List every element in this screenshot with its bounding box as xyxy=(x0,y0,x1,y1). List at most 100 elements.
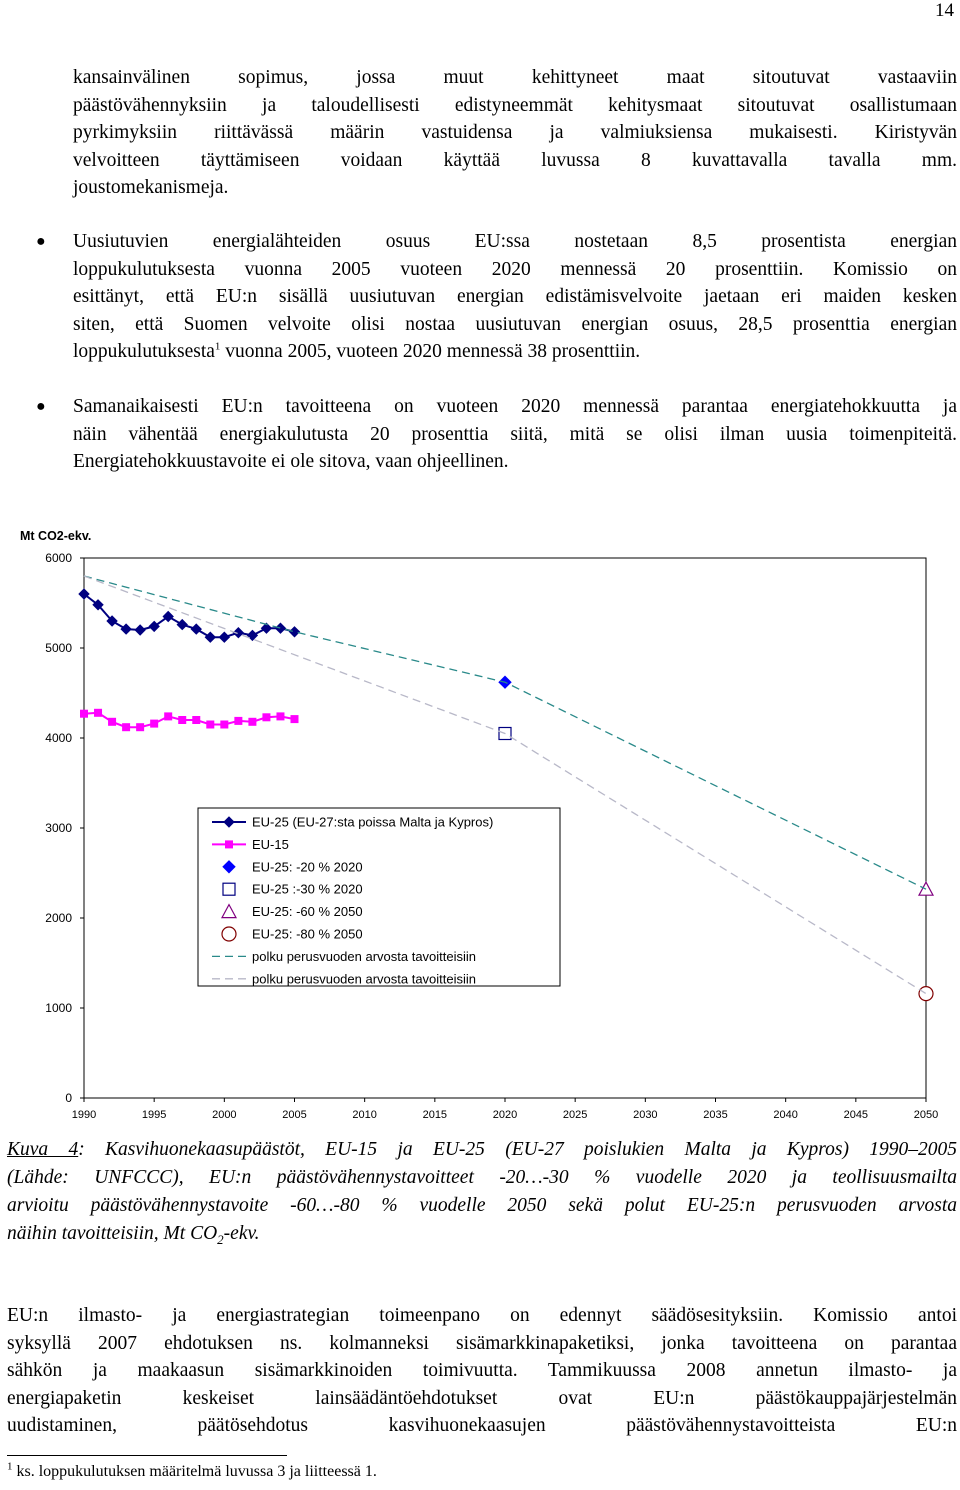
data-point xyxy=(248,717,257,726)
data-point xyxy=(206,720,215,729)
data-point xyxy=(246,629,259,642)
y-tick-label: 1000 xyxy=(45,1001,72,1015)
x-tick-label: 2015 xyxy=(423,1109,447,1121)
data-point xyxy=(162,610,174,623)
data-point xyxy=(148,620,160,633)
data-point xyxy=(106,615,118,627)
caption-text: : Kasvihuonekaasupäästöt, EU-15 ja EU-25… xyxy=(78,1139,957,1160)
bullet-line: näin vähentää energiakulutusta 20 prosen… xyxy=(73,423,957,445)
x-tick-label: 2035 xyxy=(703,1109,727,1121)
data-point xyxy=(276,712,285,721)
bullet-marker: ● xyxy=(36,233,46,250)
caption-line: arvioitu päästövähennystavoite -60…-80 %… xyxy=(7,1195,957,1216)
bullet-line: Uusiutuvien energialähteiden osuus EU:ss… xyxy=(73,231,957,252)
x-tick-label: 2010 xyxy=(352,1109,376,1121)
data-point xyxy=(290,715,299,724)
intro-line: velvoitteen täyttämiseen voidaan käyttää… xyxy=(73,149,957,171)
legend-swatch-marker xyxy=(223,816,235,828)
data-point xyxy=(204,631,217,643)
data-point xyxy=(190,623,202,635)
intro-line: pyrkimyksiin riittävässä määrin vastuide… xyxy=(73,122,957,144)
x-tick-label: 2025 xyxy=(563,1109,587,1121)
x-tick-label: 1995 xyxy=(142,1109,166,1121)
legend-swatch-marker xyxy=(222,860,236,874)
y-axis-title: Mt CO2-ekv. xyxy=(20,529,91,543)
data-point xyxy=(234,716,243,725)
x-tick-label: 2000 xyxy=(212,1109,236,1121)
x-tick-label: 2005 xyxy=(282,1109,306,1121)
data-point xyxy=(232,626,245,639)
data-point xyxy=(262,713,271,722)
legend-swatch-marker xyxy=(221,926,237,942)
bullet-text: loppukulutuksesta xyxy=(73,341,215,363)
data-point xyxy=(108,717,117,726)
caption-text: näihin tavoitteisiin, Mt CO xyxy=(7,1223,218,1244)
bullet-line: loppukulutuksesta1 vuonna 2005, vuoteen … xyxy=(73,338,957,366)
legend-label: EU-25: -60 % 2050 xyxy=(252,904,363,919)
bullet-line: loppukulutuksesta vuonna 2005 vuoteen 20… xyxy=(73,258,957,280)
data-point xyxy=(918,986,934,1002)
bullet-efficiency: Samanaikaisesti EU:n tavoitteena on vuot… xyxy=(73,393,957,476)
bullet-line: Samanaikaisesti EU:n tavoitteena on vuot… xyxy=(73,396,957,417)
figure-label: Kuva 4 xyxy=(7,1139,79,1160)
bullet-line: Energiatehokkuustavoite ei ole sitova, v… xyxy=(73,451,509,473)
caption-subscript: 2 xyxy=(217,1231,224,1247)
bullet-renewables: Uusiutuvien energialähteiden osuus EU:ss… xyxy=(73,228,957,366)
footnote-mark: 1 xyxy=(7,1460,13,1473)
data-point xyxy=(176,618,188,631)
body-paragraph: EU:n ilmasto- ja energiastrategian toime… xyxy=(7,1302,957,1440)
legend-label: EU-25 :-30 % 2020 xyxy=(252,882,363,897)
x-tick-label: 2020 xyxy=(493,1109,517,1121)
chart-svg: Mt CO2-ekv. 0 1000 2000 3000 4000 5000 6000 1990… xyxy=(20,529,938,1121)
data-point xyxy=(178,716,187,724)
data-point xyxy=(274,622,287,634)
x-tick-label: 2030 xyxy=(633,1109,657,1121)
x-tick-label: 2040 xyxy=(773,1109,797,1121)
x-tick-label: 1990 xyxy=(72,1109,96,1121)
legend-label: EU-25: -80 % 2050 xyxy=(252,927,363,942)
data-point xyxy=(94,708,103,717)
body-line: syksyllä 2007 ehdotuksen ns. kolmanneksi… xyxy=(7,1332,957,1354)
body-line: sähkön ja maakaasun sisämarkkinoiden toi… xyxy=(7,1360,957,1382)
series-path-line xyxy=(83,575,927,890)
legend-swatch-marker xyxy=(220,903,238,919)
data-point xyxy=(192,716,201,724)
y-tick-label: 2000 xyxy=(45,911,72,925)
data-point xyxy=(218,631,231,643)
data-point xyxy=(78,588,90,600)
intro-paragraph: kansainvälinen sopimus, jossa muut kehit… xyxy=(73,64,957,202)
caption-line: Kuva 4: Kasvihuonekaasupäästöt, EU-15 ja… xyxy=(7,1136,957,1164)
bullet-line: esittänyt, että EU:n sisällä uusiutuvan … xyxy=(73,286,957,308)
series-path-line xyxy=(83,575,927,995)
data-point xyxy=(92,599,104,611)
data-point xyxy=(120,623,132,635)
y-tick-label: 4000 xyxy=(45,731,72,745)
bullet-text: vuonna 2005, vuoteen 2020 mennessä 38 pr… xyxy=(220,341,641,363)
data-point xyxy=(80,709,88,718)
page-number: 14 xyxy=(935,0,954,21)
legend-box xyxy=(197,807,561,987)
x-tick-label: 2050 xyxy=(914,1109,938,1121)
footnote-text: ks. loppukulutuksen määritelmä luvussa 3… xyxy=(12,1463,377,1480)
intro-line: joustomekanismeja. xyxy=(73,177,229,199)
y-tick-label: 0 xyxy=(65,1091,72,1105)
legend-label: EU-25: -20 % 2020 xyxy=(252,859,363,874)
data-point xyxy=(260,622,273,634)
caption-line: (Lähde: UNFCCC), EU:n päästövähennystavo… xyxy=(7,1167,957,1188)
series-line xyxy=(83,593,295,639)
legend-label: EU-15 xyxy=(252,837,289,852)
caption-line: näihin tavoitteisiin, Mt CO2-ekv. xyxy=(7,1220,957,1248)
body-line: EU:n ilmasto- ja energiastrategian toime… xyxy=(7,1305,957,1326)
intro-line: päästövähennyksiin ja taloudellisesti ed… xyxy=(73,94,957,116)
intro-line: kansainvälinen sopimus, jossa muut kehit… xyxy=(73,67,957,88)
legend-swatch-marker xyxy=(225,840,233,849)
body-line: uudistaminen, päätösehdotus kasvihuoneka… xyxy=(7,1415,957,1437)
y-tick-label: 3000 xyxy=(45,821,72,835)
bullet-line: siten, että Suomen velvoite olisi nostaa… xyxy=(73,313,957,335)
legend-label: polku perusvuoden arvosta tavoitteisiin xyxy=(252,971,476,986)
body-line: energiapaketin keskeiset lainsäädäntöehd… xyxy=(7,1387,957,1409)
footnote: 1 ks. loppukulutuksen määritelmä luvussa… xyxy=(7,1460,377,1482)
footnote-ref: 1 xyxy=(214,340,221,353)
y-tick-label: 6000 xyxy=(45,551,72,565)
figure-caption: Kuva 4: Kasvihuonekaasupäästöt, EU-15 ja… xyxy=(7,1136,957,1248)
